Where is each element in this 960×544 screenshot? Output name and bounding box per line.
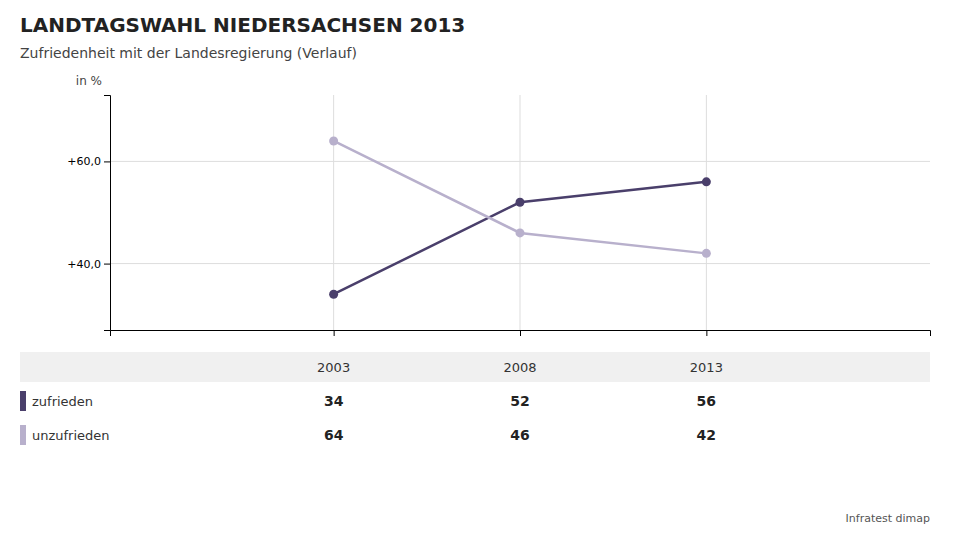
table-year: 2013: [690, 360, 723, 375]
x-tick: [334, 330, 335, 336]
point: [516, 228, 525, 237]
data-label: 64: [324, 427, 344, 443]
x-tick-mark: [520, 330, 521, 336]
series-label: zufrieden: [32, 394, 93, 409]
table-year: 2003: [317, 360, 350, 375]
plot: in % +40,0 +60,0 2003 2008 2013 zufrieden 34 52 5…: [20, 74, 931, 445]
grid-line: [520, 95, 521, 330]
x-tick-mark: [334, 330, 335, 336]
chart: LANDTAGSWAHL NIEDERSACHSEN 2013 Zufrieden…: [0, 0, 960, 544]
point: [329, 290, 338, 299]
point: [516, 198, 525, 207]
x-tick: [706, 330, 707, 336]
annotation: Infratest dimap: [846, 512, 930, 525]
series-swatch: [20, 391, 26, 411]
marks: [329, 136, 711, 298]
data-label: 46: [510, 427, 529, 443]
y-axis-label: in %: [76, 74, 102, 88]
y-tick-label: +40,0: [67, 258, 101, 271]
y-tick: +60,0: [67, 155, 110, 168]
y-axis-line: [104, 96, 111, 331]
y-tick-mark: [104, 264, 110, 265]
x-axis-line: [111, 331, 931, 337]
y-tick: +40,0: [67, 258, 110, 271]
point: [702, 249, 711, 258]
value-table: 2003 2008 2013 zufrieden 34 52 56 unzufrieden 64…: [20, 352, 930, 445]
point: [702, 177, 711, 186]
series-line: [334, 141, 707, 253]
y-tick-label: +60,0: [67, 155, 101, 168]
series-swatch: [20, 425, 26, 445]
series-label: unzufrieden: [32, 428, 110, 443]
x-tick-mark: [706, 330, 707, 336]
title: LANDTAGSWAHL NIEDERSACHSEN 2013: [20, 13, 465, 37]
subtitle: Zufriedenheit mit der Landesregierung (V…: [20, 45, 357, 61]
x-axis: [111, 330, 931, 336]
series-line: [334, 182, 707, 294]
table-header: [20, 352, 930, 382]
data-label: 42: [697, 427, 716, 443]
grid-line: [706, 95, 707, 330]
grid: [110, 95, 930, 330]
data-label: 34: [324, 393, 344, 409]
y-tick-mark: [104, 161, 110, 162]
x-tick: [520, 330, 521, 336]
y-axis: +40,0 +60,0: [67, 96, 110, 331]
data-label: 52: [510, 393, 529, 409]
data-label: 56: [697, 393, 716, 409]
point: [329, 136, 338, 145]
table-year: 2008: [503, 360, 536, 375]
